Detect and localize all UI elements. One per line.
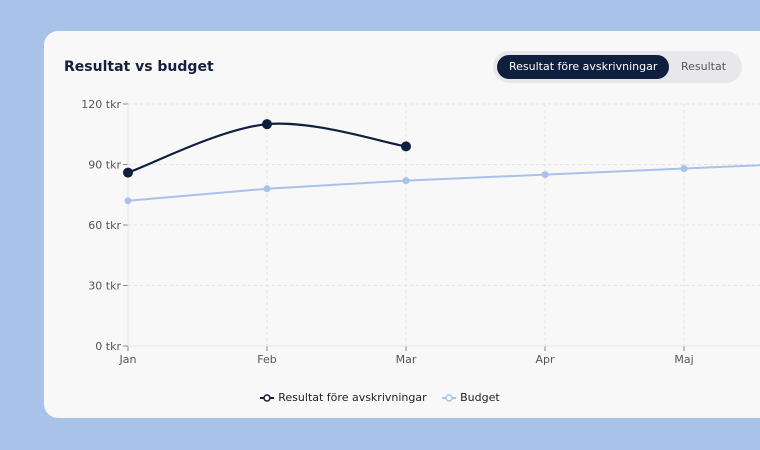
y-tick-label: 90 tkr — [88, 159, 121, 172]
y-tick-label: 60 tkr — [88, 219, 121, 232]
data-point-budget — [541, 171, 549, 179]
x-tick-label: Jan — [119, 353, 137, 366]
y-tick-label: 0 tkr — [95, 340, 121, 353]
x-tick-label: Apr — [535, 353, 555, 366]
data-point-budget — [680, 165, 688, 173]
data-point-resultat — [123, 167, 133, 178]
legend-item-resultat[interactable]: Resultat före avskrivningar — [260, 391, 427, 404]
x-tick-label: Maj — [674, 353, 693, 366]
y-tick-label: 120 tkr — [81, 98, 121, 111]
metric-toggle[interactable]: Resultat före avskrivningar Resultat — [493, 51, 742, 83]
chart-title: Resultat vs budget — [64, 59, 214, 75]
legend-label: Budget — [460, 391, 500, 404]
y-tick-label: 30 tkr — [88, 280, 121, 293]
legend-item-budget[interactable]: Budget — [442, 391, 500, 404]
data-point-resultat — [401, 141, 411, 152]
data-point-budget — [124, 197, 132, 205]
toggle-resultat-fore-avskrivningar[interactable]: Resultat före avskrivningar — [497, 55, 670, 79]
line-chart: 0 tkr 30 tkr 60 tkr 90 tkr 120 tkr Jan Feb Mar A… — [81, 98, 760, 366]
legend-label: Resultat före avskrivningar — [278, 391, 427, 404]
legend-marker-dark — [260, 393, 275, 402]
x-tick-label: Mar — [396, 353, 417, 366]
legend-marker-light — [442, 393, 457, 402]
data-point-resultat — [262, 119, 272, 130]
toggle-resultat[interactable]: Resultat — [681, 60, 727, 73]
data-point-budget — [263, 185, 271, 193]
data-point-budget — [402, 177, 410, 185]
legend: Resultat före avskrivningar Budget — [44, 391, 716, 405]
series-line-budget — [127, 164, 760, 202]
x-tick-label: Feb — [257, 353, 276, 366]
chart-card: Resultat vs budget Resultat före avskriv… — [44, 31, 760, 418]
